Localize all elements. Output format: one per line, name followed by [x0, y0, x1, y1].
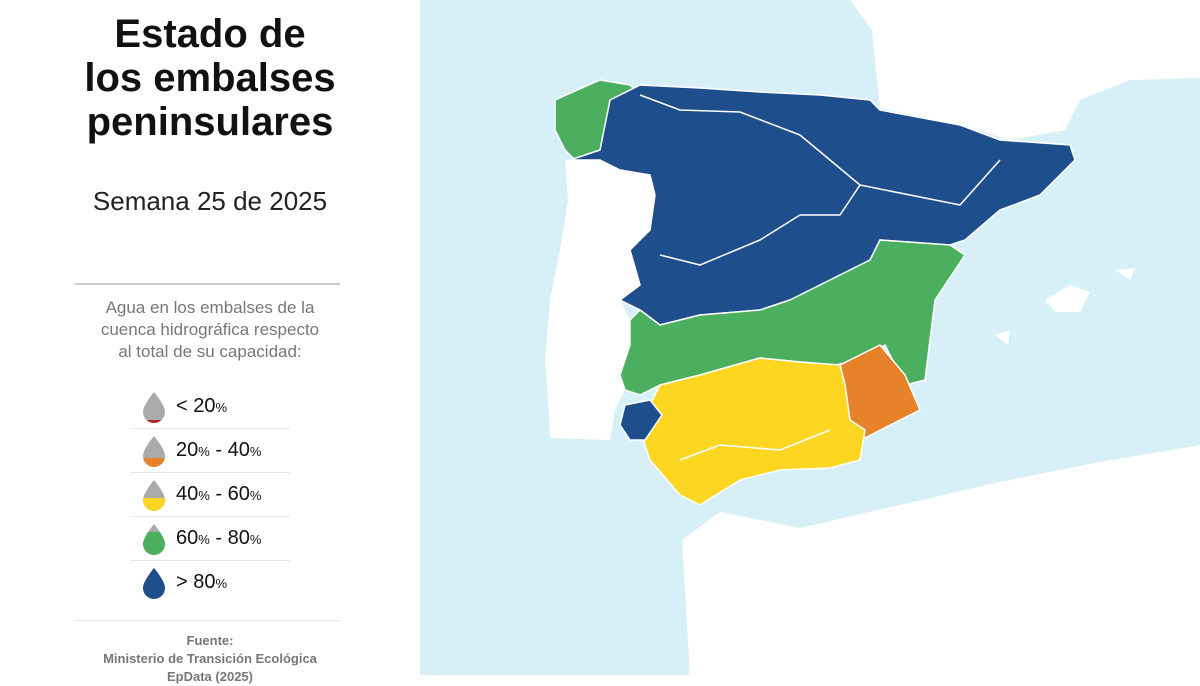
caption-line: cuenca hidrográfica respecto: [100, 320, 320, 339]
title-line: los embalses: [84, 56, 336, 100]
legend-item: 60% - 80%: [130, 517, 290, 561]
basin-border: [639, 94, 861, 266]
drop-outline: [143, 391, 165, 423]
legend-drop: [143, 567, 165, 599]
drop-fill: [146, 419, 162, 423]
balearic-islands: [995, 268, 1135, 345]
caption-line: al total de su capacidad:: [118, 342, 302, 361]
legend-label: 60% - 80%: [176, 527, 262, 549]
basin-border: [859, 159, 1001, 206]
legend-label: < 20%: [176, 395, 228, 417]
legend-label: 20% - 40%: [176, 439, 262, 461]
map: [420, 0, 1200, 675]
drop-fill: [143, 497, 165, 511]
source: Fuente: Ministerio de Transición Ecológi…: [40, 632, 380, 686]
title-line: Estado de: [114, 12, 306, 56]
source-line: Fuente:: [186, 633, 234, 648]
source-line: EpData (2025): [167, 669, 253, 684]
title-line: peninsulares: [86, 100, 334, 144]
divider: [75, 283, 340, 285]
divider: [75, 620, 340, 621]
legend: < 20% 20% - 40% 40% - 60% 60% - 80% > 80%: [130, 385, 290, 604]
legend-caption: Agua en los embalses de la cuenca hidrog…: [60, 297, 360, 363]
basin: [619, 399, 663, 441]
source-line: Ministerio de Transición Ecológica: [103, 651, 317, 666]
caption-line: Agua en los embalses de la: [105, 298, 315, 317]
basin: [639, 357, 866, 506]
title: Estado de los embalses peninsulares: [0, 12, 420, 144]
france: [850, 0, 1200, 140]
side-panel: Estado de los embalses peninsulares Sema…: [0, 0, 420, 684]
legend-item: > 80%: [130, 561, 290, 604]
legend-item: < 20%: [130, 385, 290, 429]
legend-item: 40% - 60%: [130, 473, 290, 517]
legend-drop: [143, 391, 165, 423]
legend-drop: [143, 523, 165, 555]
legend-label: > 80%: [176, 571, 228, 593]
drop-fill: [143, 457, 165, 467]
portugal: [545, 160, 655, 440]
legend-item: 20% - 40%: [130, 429, 290, 473]
drop-fill: [143, 531, 165, 555]
legend-drop: [143, 479, 165, 511]
subtitle: Semana 25 de 2025: [92, 186, 328, 216]
legend-label: 40% - 60%: [176, 483, 262, 505]
drop-fill: [143, 567, 165, 599]
basin-border: [679, 429, 831, 461]
africa: [682, 445, 1200, 675]
legend-drop: [143, 435, 165, 467]
basins: [554, 79, 1076, 506]
